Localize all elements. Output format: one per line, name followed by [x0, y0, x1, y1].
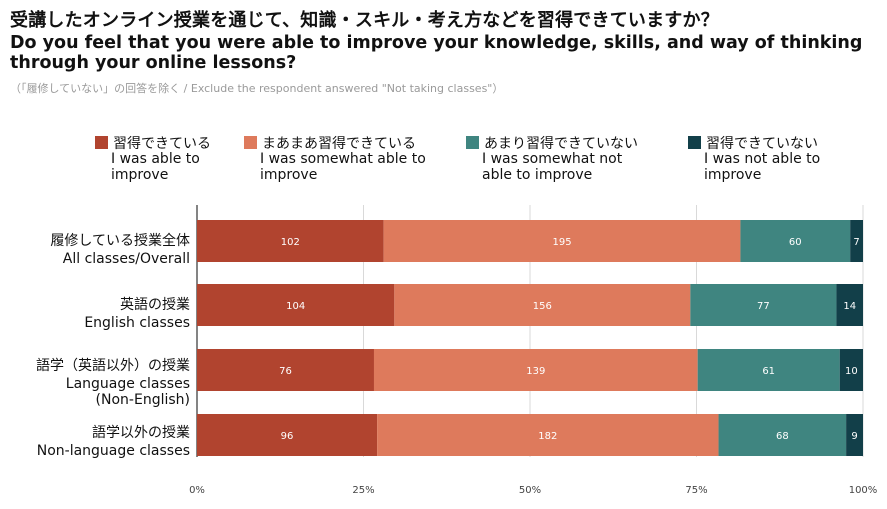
- legend-label-jp: 習得できていない: [706, 136, 818, 152]
- chart-note: （「履修していない」の回答を除く / Exclude the responden…: [10, 82, 504, 95]
- stacked-bar-chart: 履修している授業全体 All classes/Overall 英語の授業 Eng…: [0, 195, 887, 505]
- data-label: 139: [526, 366, 545, 377]
- data-label: 76: [279, 366, 292, 377]
- category-label-jp: 履修している授業全体: [50, 233, 190, 249]
- legend: 習得できている I was able to improve まあまあ習得できてい…: [0, 133, 887, 193]
- bar-segment: [394, 284, 691, 326]
- legend-label-en: I was somewhat not able to improve: [482, 151, 623, 183]
- x-tick-label: 50%: [519, 485, 541, 496]
- bar-segment: [690, 284, 837, 326]
- bar-segment: [377, 414, 719, 456]
- data-label: 195: [552, 237, 571, 248]
- legend-label-jp: 習得できている: [113, 136, 211, 152]
- legend-swatch-somewhat-not-able: [466, 136, 479, 149]
- bar-segment: [197, 284, 395, 326]
- bar-segment: [740, 220, 851, 262]
- category-label-en: All classes/Overall: [62, 251, 190, 267]
- plot-area: 0% 25% 50% 75% 100% 102 195 60 7 104 156 77 14 76 139 6…: [189, 205, 878, 496]
- x-tick-label: 100%: [849, 485, 878, 496]
- category-label-en: Language classes (Non-English): [65, 376, 190, 408]
- legend-label-jp: まあまあ習得できている: [262, 136, 416, 152]
- legend-label-en: I was somewhat able to improve: [260, 151, 426, 183]
- bar-segment: [839, 349, 863, 391]
- x-tick-label: 0%: [189, 485, 205, 496]
- data-label: 60: [789, 237, 802, 248]
- category-label-en: Non-language classes: [36, 443, 190, 459]
- data-label: 156: [533, 301, 552, 312]
- legend-label-jp: あまり習得できていない: [484, 136, 638, 152]
- data-label: 102: [281, 237, 300, 248]
- category-label-en: English classes: [84, 315, 190, 331]
- bar-segment: [197, 414, 378, 456]
- legend-label-en: I was able to improve: [111, 151, 200, 183]
- bar-segment: [197, 220, 384, 262]
- legend-swatch-not-able: [688, 136, 701, 149]
- data-label: 96: [281, 431, 294, 442]
- data-label: 68: [776, 431, 789, 442]
- bar-segment: [373, 349, 698, 391]
- data-label: 77: [757, 301, 770, 312]
- bar-segment: [836, 284, 863, 326]
- bar-segment: [850, 220, 863, 262]
- data-label: 9: [851, 431, 857, 442]
- bar-segment: [718, 414, 847, 456]
- data-label: 182: [538, 431, 557, 442]
- data-label: 61: [762, 366, 775, 377]
- category-label-jp: 英語の授業: [120, 297, 190, 313]
- x-tick-label: 25%: [352, 485, 374, 496]
- category-label-jp: 語学（英語以外）の授業: [36, 358, 190, 374]
- chart-title-english: Do you feel that you were able to improv…: [10, 33, 863, 73]
- bar-segment: [197, 349, 374, 391]
- data-label: 104: [286, 301, 305, 312]
- bar-segment: [697, 349, 840, 391]
- legend-label-en: I was not able to improve: [704, 151, 821, 183]
- data-label: 10: [845, 366, 858, 377]
- bar-segment: [846, 414, 863, 456]
- data-label: 14: [843, 301, 856, 312]
- chart-title-japanese: 受講したオンライン授業を通じて、知識・スキル・考え方などを習得できていますか？: [10, 10, 719, 31]
- bar-segment: [383, 220, 741, 262]
- legend-swatch-somewhat-able: [244, 136, 257, 149]
- legend-swatch-able: [95, 136, 108, 149]
- data-label: 7: [853, 237, 859, 248]
- category-label-jp: 語学以外の授業: [92, 425, 190, 441]
- x-tick-label: 75%: [685, 485, 707, 496]
